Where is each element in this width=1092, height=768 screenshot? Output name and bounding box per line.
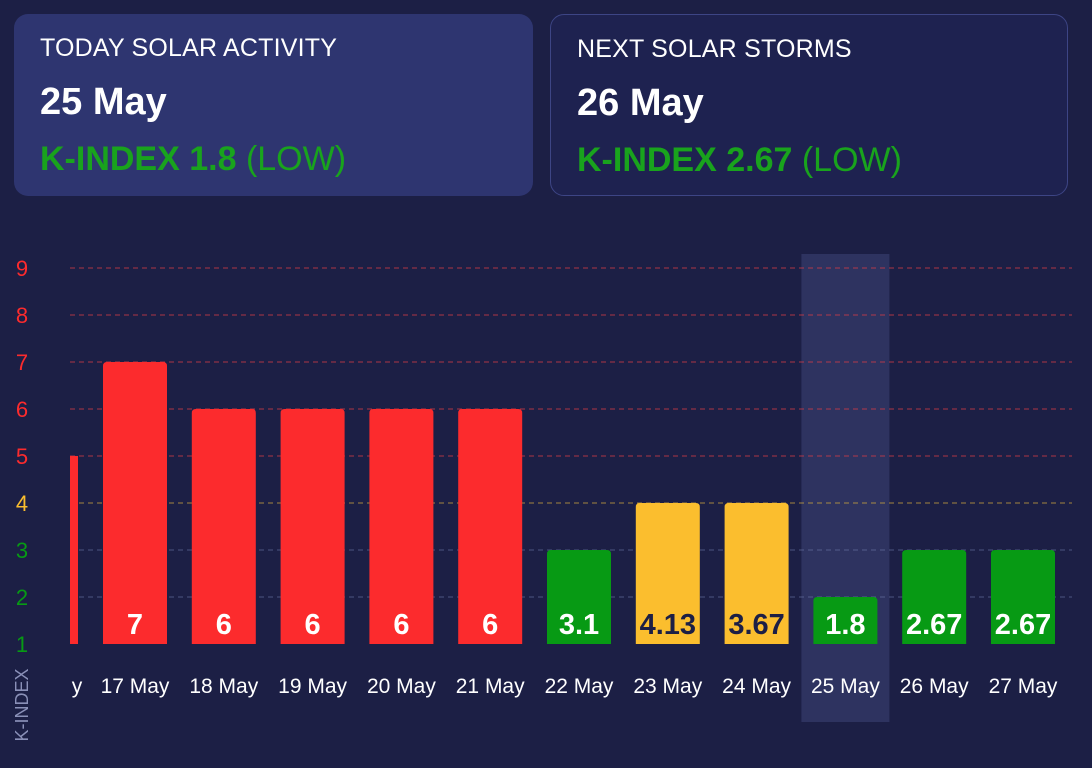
next-card-label: NEXT SOLAR STORMS xyxy=(577,35,852,63)
y-tick-label: 1 xyxy=(16,632,28,657)
today-card-date: 25 May xyxy=(40,81,167,123)
today-solar-activity-card: TODAY SOLAR ACTIVITY 25 May K-INDEX 1.8 … xyxy=(14,14,533,196)
x-tick-label: 27 May xyxy=(989,675,1058,698)
x-tick-label: 19 May xyxy=(278,675,347,698)
bar-partial[interactable] xyxy=(70,456,78,644)
today-card-label: TODAY SOLAR ACTIVITY xyxy=(40,34,338,62)
bar-18-may[interactable] xyxy=(191,409,256,644)
x-tick-label: 17 May xyxy=(101,675,170,698)
bar-20-may[interactable] xyxy=(369,409,434,644)
bar-27-may[interactable] xyxy=(991,550,1055,644)
bar-data-label: 3.67 xyxy=(728,609,784,641)
bar-data-label: 2.67 xyxy=(995,609,1051,641)
y-tick-label: 8 xyxy=(16,303,28,328)
bar-22-may[interactable] xyxy=(547,550,611,644)
x-tick-label-partial: y xyxy=(72,675,83,698)
bar-19-may[interactable] xyxy=(280,409,345,644)
bar-17-may[interactable] xyxy=(103,362,167,644)
y-tick-label: 4 xyxy=(16,491,28,516)
x-tick-label: 25 May xyxy=(811,675,880,698)
bar-data-label: 4.13 xyxy=(640,609,696,641)
bar-23-may[interactable] xyxy=(635,503,700,644)
x-tick-label: 23 May xyxy=(633,675,702,698)
next-kindex-value: K-INDEX 2.67 xyxy=(577,141,793,179)
bar-25-may[interactable] xyxy=(813,597,878,644)
y-tick-label: 6 xyxy=(16,397,28,422)
next-solar-storms-card: NEXT SOLAR STORMS 26 May K-INDEX 2.67 (L… xyxy=(550,14,1068,196)
bar-data-label: 2.67 xyxy=(906,609,962,641)
y-tick-label: 7 xyxy=(16,350,28,375)
y-tick-label: 2 xyxy=(16,585,28,610)
y-tick-label: 5 xyxy=(16,444,28,469)
bar-data-label: 6 xyxy=(305,609,321,641)
y-tick-label: 9 xyxy=(16,256,28,281)
bar-21-may[interactable] xyxy=(458,409,523,644)
next-card-date: 26 May xyxy=(577,82,704,124)
today-kindex-level: (LOW) xyxy=(245,140,347,178)
bar-data-label: 7 xyxy=(127,609,143,641)
x-tick-label: 21 May xyxy=(456,675,525,698)
x-tick-label: 26 May xyxy=(900,675,969,698)
x-tick-label: 22 May xyxy=(545,675,614,698)
bar-24-may[interactable] xyxy=(724,503,789,644)
bar-data-label: 6 xyxy=(393,609,409,641)
bar-data-label: 6 xyxy=(216,609,232,641)
today-kindex-value: K-INDEX 1.8 xyxy=(40,140,237,178)
y-axis-label: K-INDEX xyxy=(12,668,32,741)
x-tick-label: 18 May xyxy=(189,675,258,698)
highlight-column xyxy=(801,254,890,722)
bar-data-label: 1.8 xyxy=(825,609,865,641)
x-tick-label: 24 May xyxy=(722,675,791,698)
next-card-kindex: K-INDEX 2.67 (LOW) xyxy=(577,141,1041,180)
today-card-kindex: K-INDEX 1.8 (LOW) xyxy=(40,140,507,179)
next-kindex-level: (LOW) xyxy=(801,141,902,179)
y-tick-label: 3 xyxy=(16,538,28,563)
kindex-chart-svg[interactable]: 1 2 3 4 5 6 7 8 9 K-INDEX y 7 17 May 6 18 May 6 19 May 6 2… xyxy=(0,240,1092,768)
bar-26-may[interactable] xyxy=(902,550,967,644)
bar-data-label: 3.1 xyxy=(559,609,599,641)
x-tick-label: 20 May xyxy=(367,675,436,698)
bar-data-label: 6 xyxy=(482,609,498,641)
kindex-chart[interactable]: 1 2 3 4 5 6 7 8 9 K-INDEX y 7 17 May 6 18 May 6 19 May 6 2… xyxy=(0,240,1092,768)
